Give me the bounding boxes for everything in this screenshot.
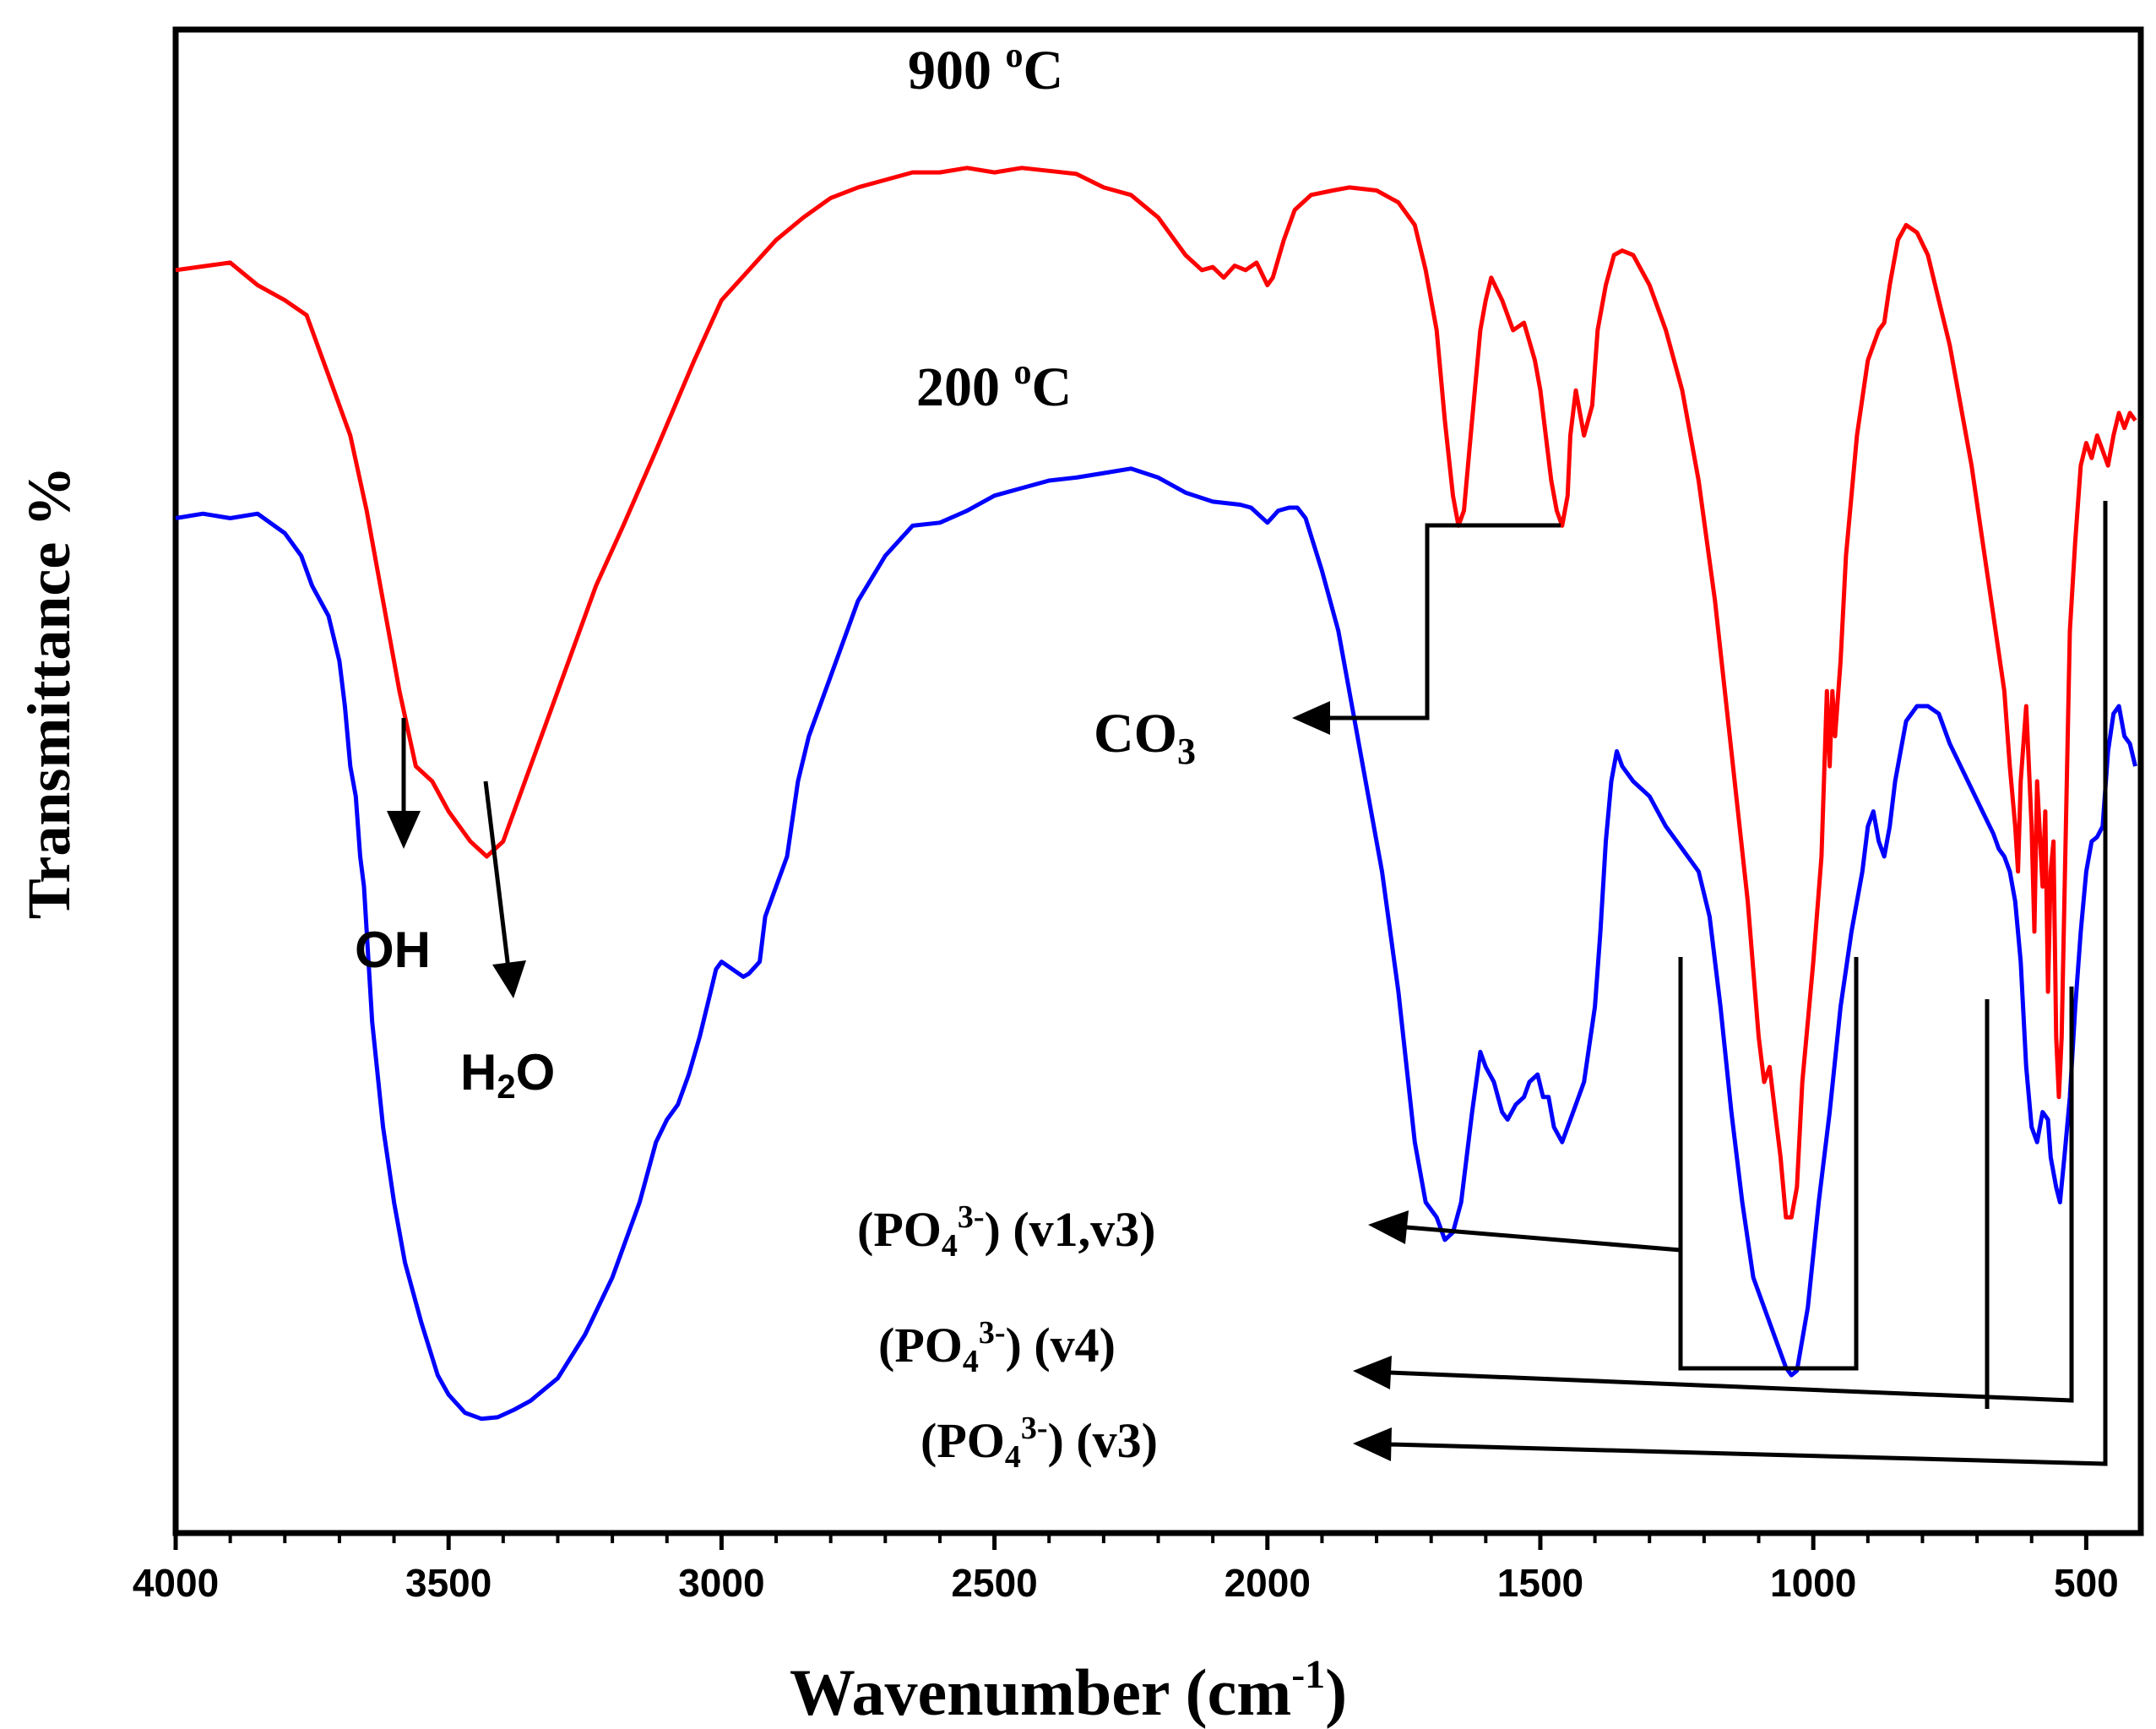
h2o-label: H2O xyxy=(460,1044,555,1106)
oh-arrowhead xyxy=(387,811,421,849)
x-tick-label-1500: 1500 xyxy=(1497,1561,1583,1605)
x-tick-label-2500: 2500 xyxy=(951,1561,1037,1605)
po4-v4-leader xyxy=(1388,987,2074,1403)
x-axis-ticks xyxy=(173,1533,2088,1550)
series-label-200: 200 oC xyxy=(916,353,1072,418)
y-axis-label: Transmittance % xyxy=(15,466,83,920)
po4-v1v3-bracket xyxy=(1678,957,1859,1371)
oh-label: OH xyxy=(355,922,431,978)
x-tick-label-500: 500 xyxy=(2054,1561,2119,1605)
co3-arrowhead xyxy=(1292,701,1330,735)
po4-v3-leader xyxy=(1388,501,2108,1466)
x-axis-label: Wavenumber (cm-1) xyxy=(790,1652,1347,1729)
x-tick-label-2000: 2000 xyxy=(1225,1561,1311,1605)
po4-v3-arrowhead xyxy=(1353,1427,1392,1461)
annotation-arrowheads xyxy=(387,701,1409,1461)
co3-bracket xyxy=(1326,523,1561,720)
x-tick-label-4000: 4000 xyxy=(133,1561,219,1605)
po4-v3-label: (PO43-) (v3) xyxy=(921,1411,1158,1475)
po4-v4-arrowhead xyxy=(1353,1356,1392,1389)
po4-v1v3-leader xyxy=(1405,1225,1681,1253)
po4-v1v3-label: (PO43-) (v1,v3) xyxy=(857,1199,1155,1264)
x-tick-label-3000: 3000 xyxy=(678,1561,764,1605)
series-group xyxy=(175,166,2137,1422)
series-line-200 xyxy=(175,466,2137,1422)
x-tick-label-3500: 3500 xyxy=(405,1561,491,1605)
po4-v1v3-arrowhead xyxy=(1368,1210,1409,1244)
x-axis-tick-labels: 4000 3500 3000 2500 2000 1500 1000 500 xyxy=(133,1561,2119,1605)
po4-v4-label: (PO43-) (v4) xyxy=(878,1315,1116,1379)
annotation-lines xyxy=(401,501,2108,1466)
series-label-900: 900 oC xyxy=(908,36,1063,101)
x-tick-label-1000: 1000 xyxy=(1770,1561,1856,1605)
co3-label: CO3 xyxy=(1094,703,1196,772)
h2o-arrowhead xyxy=(492,960,526,998)
series-line-900 xyxy=(175,166,2137,1220)
h2o-arrow-shaft xyxy=(483,780,512,976)
